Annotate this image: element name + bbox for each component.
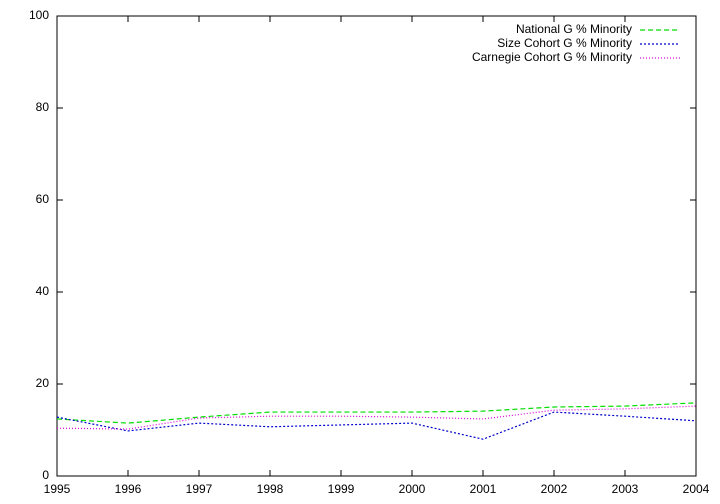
series-line xyxy=(56,405,697,430)
x-tick-label: 1996 xyxy=(115,482,142,496)
x-tick-label: 1997 xyxy=(186,482,213,496)
plot-frame xyxy=(56,15,697,477)
x-tick-label: 1998 xyxy=(257,482,284,496)
series-line xyxy=(56,411,697,440)
x-tick-label: 2003 xyxy=(612,482,639,496)
series-line xyxy=(56,402,697,424)
y-tick-label: 20 xyxy=(36,376,50,390)
x-tick-label: 2000 xyxy=(399,482,426,496)
legend-label: Carnegie Cohort G % Minority xyxy=(472,50,632,64)
x-tick-label: 2004 xyxy=(683,482,710,496)
legend-label: National G % Minority xyxy=(516,22,632,36)
x-tick-label: 1995 xyxy=(44,482,71,496)
y-tick-label: 100 xyxy=(29,8,49,22)
x-tick-label: 2002 xyxy=(541,482,568,496)
legend-label: Size Cohort G % Minority xyxy=(497,36,632,50)
y-tick-label: 40 xyxy=(36,284,50,298)
y-tick-label: 0 xyxy=(42,468,49,482)
y-tick-label: 60 xyxy=(36,192,50,206)
y-tick-label: 80 xyxy=(36,100,50,114)
x-tick-label: 2001 xyxy=(470,482,497,496)
x-tick-label: 1999 xyxy=(328,482,355,496)
